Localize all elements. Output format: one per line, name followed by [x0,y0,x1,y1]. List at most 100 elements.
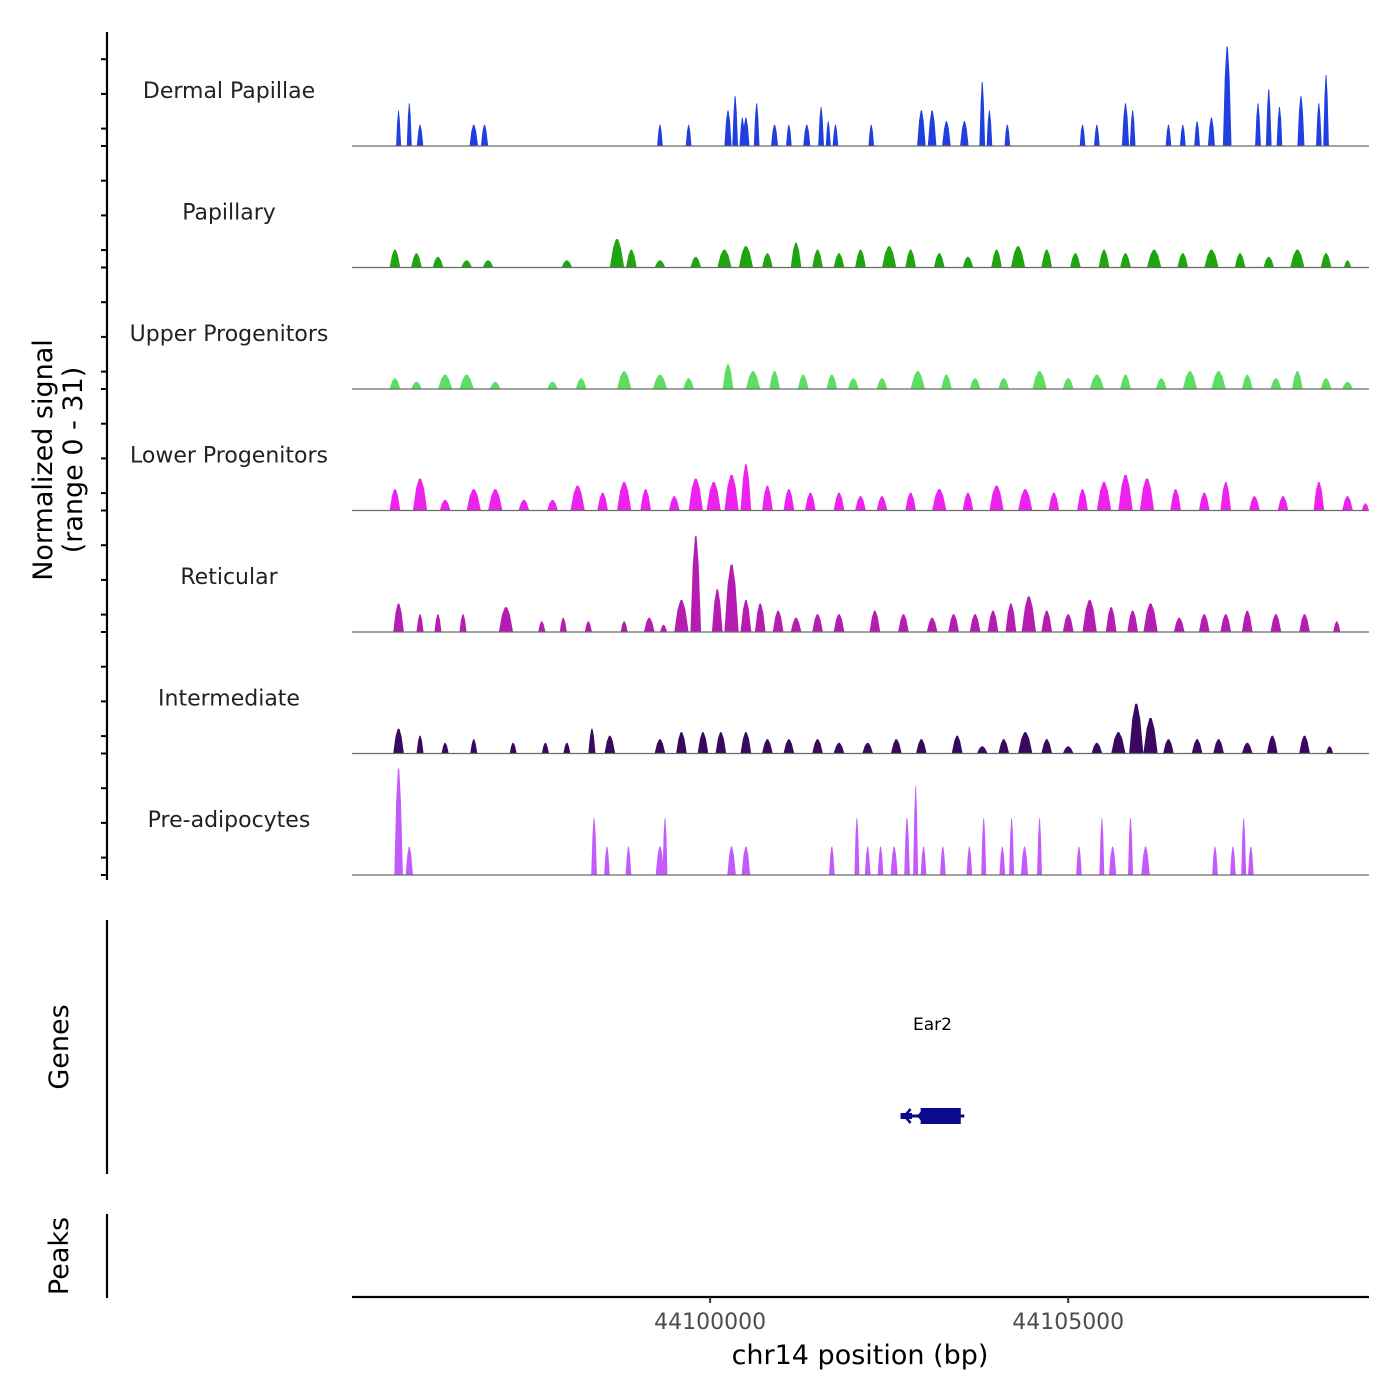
signal-peak [981,818,987,875]
signal-peak [412,478,428,511]
signal-peak [434,614,442,632]
signal-peak [609,239,625,268]
signal-peak [1204,249,1219,268]
signal-peak [855,496,866,511]
track-label: Reticular [180,565,278,590]
signal-peak [876,496,888,511]
track-label: Upper Progenitors [130,322,329,347]
track-intermediate: Intermediate [158,687,1369,755]
signal-peak [1297,96,1305,146]
signal-peak [561,260,573,268]
signal-peak [1143,718,1158,754]
signal-peak [732,96,738,146]
signal-peak [969,614,981,632]
signal-peak [877,846,884,875]
signal-peak [833,614,845,632]
signal-peak [812,614,823,632]
signal-peak [940,846,946,875]
signal-peak [393,728,404,754]
track-dermal-papillae: Dermal Papillae [143,46,1369,147]
signal-peak [690,256,702,268]
signal-peak [920,846,927,875]
signal-peak [1333,621,1341,632]
signal-peak [1091,742,1103,754]
signal-peak [1241,742,1253,754]
signal-peak [868,124,875,146]
signal-peak [1062,614,1074,632]
signal-peak [1048,492,1060,511]
signal-peak [1139,478,1155,511]
signal-peak [620,621,628,632]
signal-peak [1191,739,1203,754]
signal-peak [826,374,838,389]
signal-peak [999,846,1006,875]
signal-peak [717,249,732,268]
signal-peak [668,496,680,511]
signal-peak [724,564,739,632]
signal-peak [1041,610,1053,632]
signal-peak [617,482,632,511]
signal-peak [890,739,902,754]
signal-peak [1096,482,1112,511]
coverage-tracks: Dermal Papillae Papillary Upper Progenitor… [130,46,1369,876]
signal-peak [688,478,703,511]
signal-peak [941,374,952,389]
signal-peak [1292,371,1303,389]
signal-peak [1082,600,1097,632]
signal-peak [927,110,937,146]
signal-peak [762,253,773,268]
signal-peak [518,499,530,511]
signal-peak [771,124,779,146]
signal-peak [833,492,845,511]
signal-peak [697,732,709,754]
signal-peak [1265,89,1272,146]
signal-peak [1111,732,1126,754]
signal-peak [432,256,444,268]
signal-peak [538,621,546,632]
signal-peak [1212,846,1218,875]
signal-peak [1062,378,1074,389]
signal-peak [740,732,752,754]
signal-peak [783,739,795,754]
signal-peak [1342,496,1353,511]
signal-peak [910,371,925,389]
signal-peak [406,103,412,146]
signal-peak [1094,124,1100,146]
signal-peak [727,846,736,875]
signal-peak [541,742,549,754]
signal-peak [1241,610,1253,632]
signal-peak [676,732,687,754]
signal-peak [389,489,401,511]
signal-peak [411,381,422,389]
signal-peak [829,846,835,875]
signal-peak [405,846,413,875]
signal-peak [790,242,802,268]
signal-peak [1198,492,1210,511]
signal-peak [848,378,859,389]
signal-peak [439,499,451,511]
signal-peak [854,818,860,875]
signal-peak [862,742,873,754]
signal-peak [960,121,969,146]
signal-peak [1062,746,1074,754]
signal-peak [706,482,721,511]
signal-peak [547,381,558,389]
signal-peak [976,746,988,754]
track-label: Lower Progenitors [130,444,328,469]
signal-peak [740,600,752,632]
signal-peak [724,110,732,146]
signal-peak [1009,818,1015,875]
signal-peak [547,499,558,511]
signal-peak [604,846,610,875]
signal-peak [745,371,761,389]
signal-peak [1098,249,1110,268]
signal-peak [1147,249,1162,268]
signal-peak [1120,253,1131,268]
signal-peak [932,489,947,511]
signal-peak [818,107,824,146]
strand-arrow [916,1108,926,1124]
gene-ear2: Ear2 [900,1015,965,1124]
signal-peak [711,589,723,632]
signal-peak [1290,249,1305,268]
